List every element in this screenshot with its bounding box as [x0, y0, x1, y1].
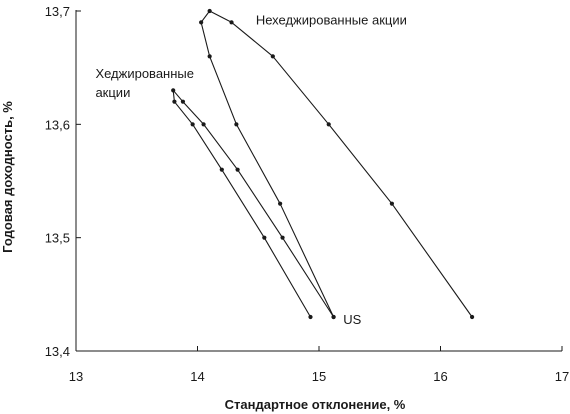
y-tick-label: 13,4 [45, 344, 70, 359]
series-2-point [308, 314, 313, 320]
annotation-label: акции [95, 85, 130, 100]
series-1-point [229, 20, 234, 25]
annotations-layer: Нехеджированные акции Хеджированные акции U… [95, 13, 406, 327]
series-1-point [234, 122, 239, 127]
annotation-label: Хеджированные [95, 66, 194, 81]
series-1-line [200, 10, 473, 318]
y-ticks: 13,4 13,5 13,6 13,7 [45, 4, 81, 359]
y-tick-label: 13,5 [45, 231, 70, 246]
series-1-point [278, 201, 283, 206]
series-2-point [235, 167, 240, 172]
series-1-point [199, 20, 204, 25]
x-tick-label: 17 [555, 369, 569, 384]
annotation-label: US [343, 312, 361, 327]
series-2-line [172, 89, 335, 318]
series-1-point [207, 54, 212, 59]
series-2-point [331, 314, 336, 320]
series-1-point [270, 54, 275, 59]
y-axis-title: Годовая доходность, % [0, 101, 15, 253]
y-tick-label: 13,6 [45, 117, 70, 132]
series-2-point [180, 99, 186, 104]
series-1-point [389, 201, 394, 206]
y-tick-label: 13,7 [45, 4, 70, 19]
x-tick-label: 13 [69, 369, 83, 384]
series-2-point [262, 235, 267, 240]
x-ticks: 13 14 15 16 17 [69, 346, 569, 384]
x-tick-label: 16 [433, 369, 447, 384]
annotation-label: Нехеджированные акции [256, 13, 407, 28]
series-layer [171, 8, 475, 320]
series-1-point [207, 8, 212, 14]
series-2-point [201, 122, 206, 127]
axes [75, 10, 562, 352]
series-2-point [190, 122, 195, 127]
series-1-point [326, 122, 331, 127]
series-2-point [172, 99, 177, 104]
series-2-point [280, 235, 285, 240]
series-2-point [219, 167, 224, 172]
x-tick-label: 14 [190, 369, 204, 384]
x-tick-label: 15 [312, 369, 326, 384]
series-2-point [171, 88, 176, 93]
x-axis-title: Стандартное отклонение, % [225, 397, 406, 412]
series-1-point [469, 314, 475, 320]
